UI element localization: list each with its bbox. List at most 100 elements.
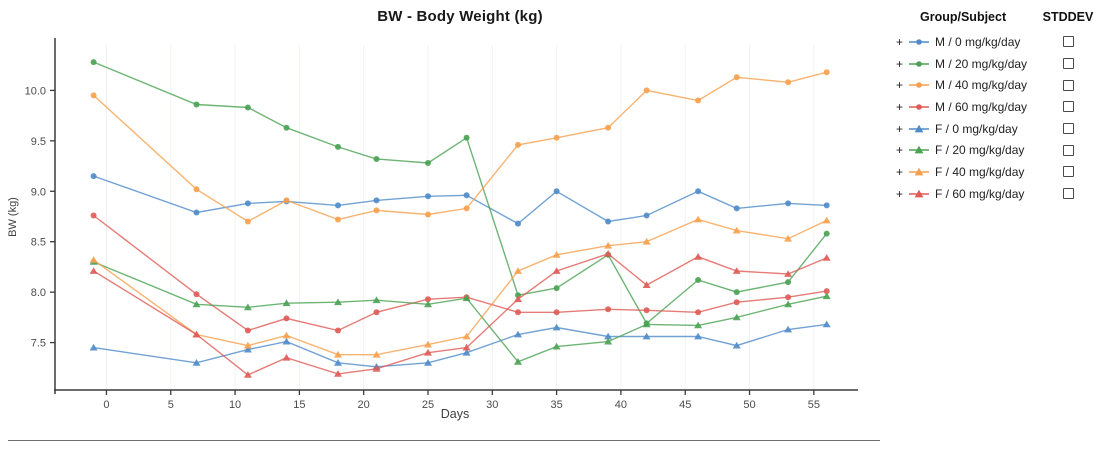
y-tick-label: 8.0	[31, 287, 46, 299]
data-point-f60	[552, 267, 561, 274]
data-point-m0	[193, 209, 200, 216]
data-point-f0	[822, 320, 831, 328]
data-point-m0	[373, 197, 380, 204]
x-tick-label: 35	[550, 399, 562, 411]
data-point-f40	[372, 350, 381, 358]
legend-label: M / 20 mg/kg/day	[935, 56, 1028, 71]
data-point-m20	[193, 101, 200, 108]
data-point-m20	[695, 277, 702, 283]
series-line-f60	[93, 253, 827, 376]
data-point-f0	[784, 325, 793, 333]
circle-marker-icon	[909, 104, 929, 110]
data-point-m40	[425, 211, 431, 218]
data-point-m40	[373, 207, 380, 214]
legend-expand-plus-button[interactable]: +	[896, 164, 904, 179]
triangle-marker-icon	[909, 146, 929, 154]
data-point-f20	[822, 292, 831, 300]
data-point-m40	[823, 69, 830, 76]
data-point-m60	[283, 315, 290, 322]
data-point-f60	[424, 348, 432, 356]
data-point-f20	[552, 342, 561, 350]
data-point-m0	[733, 205, 740, 212]
data-point-f0	[514, 330, 522, 338]
legend-row-f0: + F / 0 mg/kg/day	[896, 118, 1100, 140]
legend-header: Group/Subject STDDEV	[896, 10, 1100, 24]
data-point-f60	[282, 353, 291, 361]
legend-expand-plus-button[interactable]: +	[896, 143, 904, 158]
stddev-checkbox[interactable]	[1062, 166, 1074, 178]
data-point-f60	[192, 330, 201, 338]
data-point-f0	[192, 359, 201, 366]
data-point-m40	[695, 97, 702, 104]
legend-expand-plus-button[interactable]: +	[896, 99, 904, 114]
y-tick-label: 10.0	[25, 85, 46, 97]
series-line-m20	[93, 61, 828, 325]
data-point-m40	[283, 197, 290, 204]
data-point-f60	[334, 370, 342, 377]
data-point-f40	[514, 267, 522, 274]
legend-header-group: Group/Subject	[920, 10, 1007, 24]
data-point-f20	[784, 300, 793, 308]
legend-label: F / 0 mg/kg/day	[935, 121, 1018, 136]
data-point-f40	[694, 215, 703, 223]
series-line-m0	[93, 175, 827, 225]
data-point-m60	[785, 294, 792, 301]
data-point-f40	[89, 256, 98, 263]
triangle-marker-icon	[909, 167, 929, 176]
legend-expand-plus-button[interactable]: +	[896, 186, 904, 201]
data-point-m60	[244, 327, 251, 334]
stddev-checkbox[interactable]	[1062, 58, 1074, 70]
legend-expand-plus-button[interactable]: +	[896, 121, 904, 136]
stddev-checkbox[interactable]	[1062, 188, 1074, 200]
legend-label: M / 60 mg/kg/day	[935, 99, 1028, 114]
legend-row-m20: + M / 20 mg/kg/day	[896, 53, 1100, 75]
data-point-m40	[605, 124, 612, 131]
legend-label: M / 0 mg/kg/day	[935, 34, 1021, 49]
stddev-checkbox[interactable]	[1062, 79, 1074, 91]
data-point-m40	[515, 141, 521, 148]
stddev-checkbox[interactable]	[1062, 123, 1074, 135]
data-point-f60	[243, 371, 252, 378]
data-point-m0	[823, 202, 830, 209]
data-point-m0	[425, 193, 431, 200]
data-point-m20	[425, 160, 431, 166]
x-tick-label: 25	[422, 399, 434, 411]
data-point-f0	[642, 332, 651, 340]
data-point-f40	[732, 226, 741, 234]
legend-row-m0: + M / 0 mg/kg/day	[896, 31, 1100, 53]
data-point-f40	[822, 216, 831, 224]
data-point-f20	[642, 320, 651, 328]
data-point-m60	[643, 307, 650, 314]
data-point-f60	[822, 254, 831, 261]
x-tick-label: 15	[293, 399, 305, 411]
stddev-checkbox[interactable]	[1062, 101, 1074, 113]
legend-expand-plus-button[interactable]: +	[896, 56, 904, 71]
series-line-m60	[93, 214, 827, 332]
data-point-f40	[604, 241, 613, 249]
legend-label: M / 40 mg/kg/day	[935, 78, 1028, 93]
legend-row-f40: + F / 40 mg/kg/day	[896, 161, 1100, 183]
legend-row-m40: + M / 40 mg/kg/day	[896, 74, 1100, 96]
x-tick-label: 30	[486, 399, 498, 411]
data-point-f60	[784, 270, 793, 277]
x-tick-label: 45	[679, 399, 691, 411]
legend-expand-plus-button[interactable]: +	[896, 78, 904, 93]
data-point-f20	[192, 300, 201, 308]
triangle-marker-icon	[909, 124, 929, 132]
data-point-m20	[373, 156, 380, 162]
legend-expand-plus-button[interactable]: +	[896, 34, 904, 49]
y-tick-label: 8.5	[31, 237, 46, 249]
data-point-f60	[514, 295, 522, 303]
data-point-f60	[732, 267, 741, 274]
data-point-f0	[424, 359, 432, 366]
legend-rows: + M / 0 mg/kg/day + M / 20 mg/kg/day + M / 40…	[896, 31, 1100, 205]
x-tick-label: 40	[615, 399, 627, 411]
data-point-f60	[462, 343, 471, 351]
data-point-f20	[282, 299, 291, 307]
data-point-f60	[372, 365, 381, 372]
stddev-checkbox[interactable]	[1062, 144, 1074, 156]
data-point-m40	[643, 87, 650, 94]
x-tick-label: 50	[743, 399, 755, 411]
stddev-checkbox[interactable]	[1062, 36, 1074, 48]
data-point-m0	[515, 220, 521, 227]
